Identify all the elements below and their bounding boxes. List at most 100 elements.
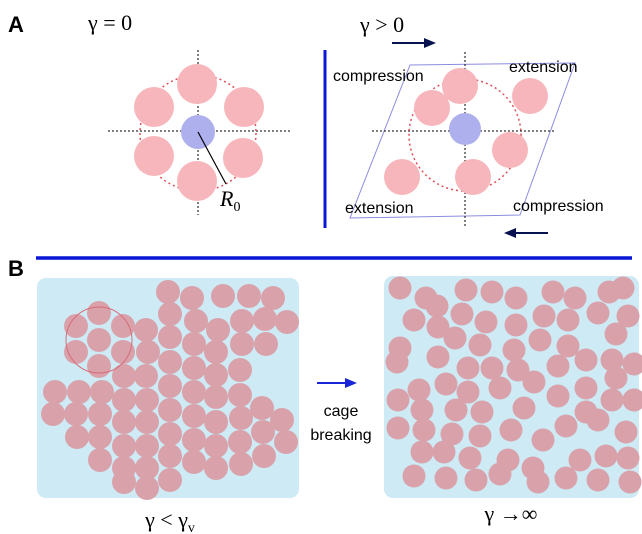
particle — [600, 348, 624, 372]
particle — [502, 338, 526, 362]
particle — [67, 380, 91, 404]
cage-particle — [223, 138, 263, 178]
particle — [470, 400, 494, 424]
particle — [275, 310, 299, 334]
particle — [504, 313, 528, 337]
particle — [504, 286, 528, 310]
particle — [135, 476, 159, 500]
particle — [228, 383, 252, 407]
particle — [112, 388, 136, 412]
particle — [554, 466, 578, 490]
particles-left — [41, 280, 299, 500]
particle — [253, 307, 277, 331]
particle — [229, 406, 253, 430]
particle — [112, 364, 136, 388]
cage-particle — [512, 78, 548, 114]
particle — [512, 396, 536, 420]
particle — [65, 425, 89, 449]
particle — [450, 302, 474, 326]
particle — [182, 428, 206, 452]
cage-particle — [134, 87, 174, 127]
particle — [274, 430, 298, 454]
particle — [111, 340, 135, 364]
particle — [136, 340, 160, 364]
particle — [261, 286, 285, 310]
particle — [135, 456, 159, 480]
particle — [90, 380, 114, 404]
particle — [158, 374, 182, 398]
particle — [386, 416, 410, 440]
particle — [464, 468, 488, 492]
particle — [64, 340, 88, 364]
particle — [135, 388, 159, 412]
particle — [458, 446, 482, 470]
particle — [112, 470, 136, 494]
cage-particle — [224, 87, 264, 127]
particle — [604, 322, 628, 346]
particle — [454, 278, 478, 302]
panel-a: A γ = 0 γ > 0 R0 — [8, 10, 604, 238]
particle — [468, 333, 492, 357]
particle — [250, 396, 274, 420]
cage-particle — [414, 90, 450, 126]
particle — [563, 286, 587, 310]
particle — [204, 340, 228, 364]
extension-bottom-label: extension — [345, 200, 414, 217]
particle — [574, 348, 598, 372]
cage-particle — [455, 159, 491, 195]
particle — [158, 422, 182, 446]
particle — [586, 468, 610, 492]
radius-line — [197, 131, 227, 185]
particle — [204, 456, 228, 480]
particle — [385, 350, 409, 374]
particle — [614, 420, 638, 444]
particle — [206, 318, 230, 342]
cage-ring-right — [408, 78, 522, 192]
right-title: γ > 0 — [359, 12, 404, 37]
particle — [182, 380, 206, 404]
particle — [402, 464, 426, 488]
particle — [616, 304, 640, 328]
particle — [180, 286, 204, 310]
particle — [64, 402, 88, 426]
particle — [111, 314, 135, 338]
particle — [434, 372, 458, 396]
cage-unsheared: R0 — [108, 50, 290, 215]
particle — [237, 284, 261, 308]
particle — [499, 418, 523, 442]
particle — [456, 356, 480, 380]
particle — [541, 280, 565, 304]
left-title: γ = 0 — [87, 10, 132, 35]
particle — [87, 301, 111, 325]
particle — [444, 398, 468, 422]
particle — [402, 308, 426, 332]
particle — [622, 388, 642, 412]
particle — [554, 414, 578, 438]
particle — [204, 363, 228, 387]
particle — [135, 410, 159, 434]
particle — [546, 354, 570, 378]
center-particle — [449, 113, 481, 145]
particle — [182, 450, 206, 474]
compression-top-label: compression — [333, 68, 424, 85]
particle — [211, 284, 235, 308]
particle — [410, 440, 434, 464]
cage-label: cage — [324, 403, 359, 420]
particle — [229, 452, 253, 476]
particle — [88, 425, 112, 449]
particle — [568, 448, 592, 472]
particle — [87, 328, 111, 352]
particle — [556, 308, 580, 332]
particle — [228, 430, 252, 454]
cage-particle — [177, 161, 217, 201]
shear-arrow-top-head — [424, 38, 436, 48]
particle — [528, 328, 552, 352]
particle — [41, 402, 65, 426]
panel-a-label: A — [8, 12, 24, 37]
particle — [134, 364, 158, 388]
cage-sheared: compression extension extension compress… — [333, 52, 604, 228]
particle — [426, 315, 450, 339]
particle — [474, 310, 498, 334]
compression-bottom-label: compression — [513, 198, 604, 215]
